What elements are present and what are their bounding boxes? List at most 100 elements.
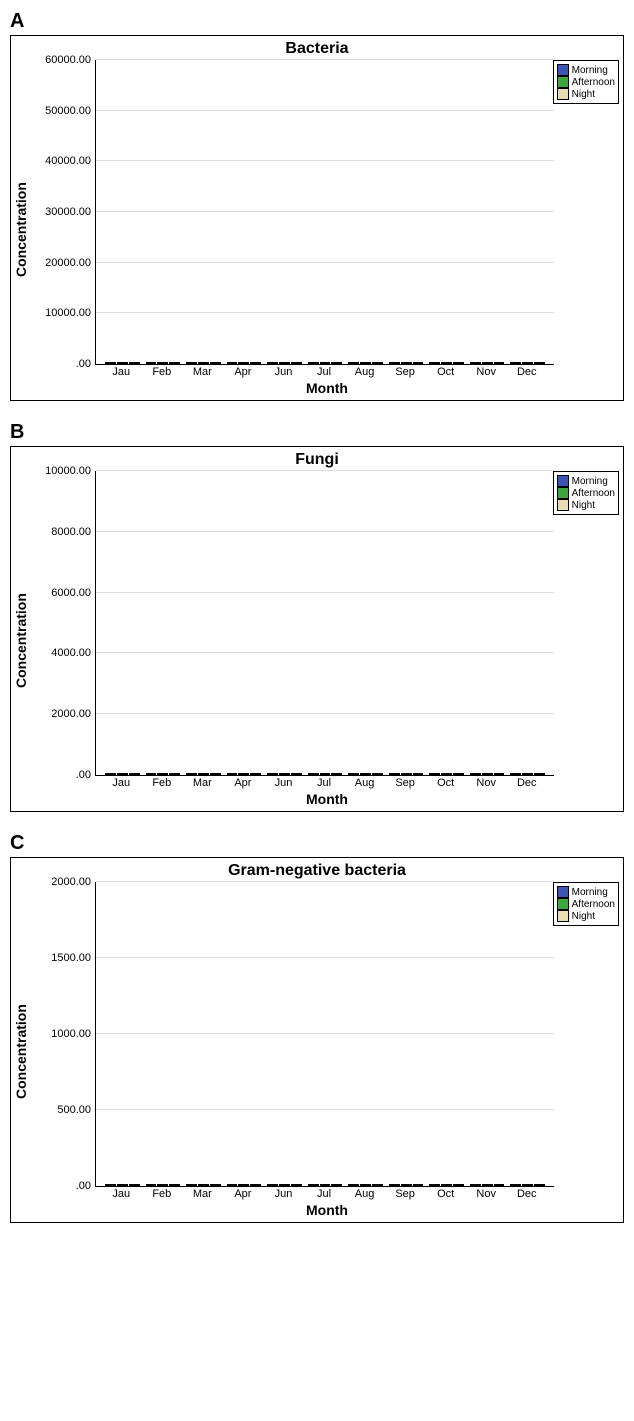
bar bbox=[117, 362, 128, 364]
x-tick: Dec bbox=[506, 777, 547, 789]
bar bbox=[470, 1184, 481, 1186]
bar bbox=[129, 773, 140, 775]
panel-b: BFungiMorningAfternoonNightConcentration… bbox=[10, 421, 624, 812]
bar bbox=[441, 1184, 452, 1186]
bar bbox=[389, 773, 400, 775]
bar bbox=[267, 773, 278, 775]
legend-label: Night bbox=[572, 89, 595, 100]
bar bbox=[348, 362, 359, 364]
bar bbox=[291, 362, 302, 364]
legend-item: Afternoon bbox=[557, 487, 615, 499]
bar bbox=[129, 362, 140, 364]
bar bbox=[308, 362, 319, 364]
bar-group bbox=[305, 773, 346, 775]
bar-group bbox=[143, 773, 184, 775]
bar bbox=[429, 773, 440, 775]
x-tick: Oct bbox=[425, 366, 466, 378]
bar bbox=[534, 1184, 545, 1186]
plot-area bbox=[95, 60, 554, 365]
bar bbox=[169, 362, 180, 364]
x-tick: Nov bbox=[466, 777, 507, 789]
legend-item: Night bbox=[557, 499, 615, 511]
x-tick: Aug bbox=[344, 777, 385, 789]
y-tick: 500.00 bbox=[57, 1104, 91, 1116]
x-tick: Jun bbox=[263, 1188, 304, 1200]
bar-group bbox=[102, 362, 143, 364]
x-tick: Jul bbox=[304, 1188, 345, 1200]
bar-group bbox=[507, 1184, 548, 1186]
legend-label: Night bbox=[572, 500, 595, 511]
x-tick: Jau bbox=[101, 777, 142, 789]
legend-item: Morning bbox=[557, 886, 615, 898]
y-ticks: .002000.004000.006000.008000.0010000.00 bbox=[31, 471, 95, 775]
y-tick: 1000.00 bbox=[51, 1028, 91, 1040]
bar bbox=[453, 362, 464, 364]
bar-group bbox=[143, 362, 184, 364]
x-tick: Apr bbox=[223, 777, 264, 789]
legend-swatch bbox=[557, 487, 569, 499]
y-tick: 2000.00 bbox=[51, 708, 91, 720]
bar bbox=[331, 362, 342, 364]
legend-swatch bbox=[557, 88, 569, 100]
bar bbox=[429, 1184, 440, 1186]
bar-group bbox=[305, 362, 346, 364]
bar bbox=[157, 362, 168, 364]
y-axis-label: Concentration bbox=[11, 60, 31, 400]
chart-title: Fungi bbox=[11, 447, 623, 471]
legend-swatch bbox=[557, 499, 569, 511]
bar-group bbox=[224, 1184, 265, 1186]
y-tick: 8000.00 bbox=[51, 526, 91, 538]
bar bbox=[360, 362, 371, 364]
bar bbox=[494, 1184, 505, 1186]
bar bbox=[186, 362, 197, 364]
bar bbox=[522, 1184, 533, 1186]
x-tick: Dec bbox=[506, 1188, 547, 1200]
bar bbox=[238, 773, 249, 775]
x-tick: Aug bbox=[344, 1188, 385, 1200]
bar-group bbox=[426, 773, 467, 775]
bar-group bbox=[467, 362, 508, 364]
bar-group bbox=[264, 362, 305, 364]
bar bbox=[372, 362, 383, 364]
bar bbox=[360, 1184, 371, 1186]
bar-group bbox=[426, 362, 467, 364]
bar bbox=[279, 773, 290, 775]
y-ticks: .0010000.0020000.0030000.0040000.0050000… bbox=[31, 60, 95, 364]
bar-group bbox=[183, 362, 224, 364]
legend-item: Afternoon bbox=[557, 898, 615, 910]
bar bbox=[522, 362, 533, 364]
x-tick: Mar bbox=[182, 1188, 223, 1200]
legend-item: Morning bbox=[557, 475, 615, 487]
bar-group bbox=[102, 1184, 143, 1186]
bar-group bbox=[426, 1184, 467, 1186]
bar bbox=[291, 1184, 302, 1186]
bar-group bbox=[264, 1184, 305, 1186]
panel-label: A bbox=[10, 10, 624, 33]
bar bbox=[238, 1184, 249, 1186]
y-axis-label: Concentration bbox=[11, 471, 31, 811]
y-tick: 6000.00 bbox=[51, 587, 91, 599]
legend-label: Night bbox=[572, 911, 595, 922]
y-tick: .00 bbox=[76, 769, 91, 781]
bar bbox=[510, 773, 521, 775]
x-tick: Nov bbox=[466, 1188, 507, 1200]
bar-group bbox=[507, 362, 548, 364]
x-tick: Jun bbox=[263, 366, 304, 378]
bar-group bbox=[305, 1184, 346, 1186]
legend: MorningAfternoonNight bbox=[553, 471, 619, 515]
x-axis-label: Month bbox=[31, 789, 623, 811]
chart-a: BacteriaMorningAfternoonNightConcentrati… bbox=[10, 35, 624, 401]
legend-label: Morning bbox=[572, 65, 608, 76]
bar bbox=[401, 773, 412, 775]
bar-group bbox=[467, 773, 508, 775]
bar-group bbox=[224, 773, 265, 775]
legend-swatch bbox=[557, 475, 569, 487]
bar bbox=[169, 1184, 180, 1186]
bar bbox=[308, 1184, 319, 1186]
y-tick: 60000.00 bbox=[45, 54, 91, 66]
bar bbox=[267, 362, 278, 364]
bar bbox=[372, 1184, 383, 1186]
legend-swatch bbox=[557, 910, 569, 922]
bar-group bbox=[507, 773, 548, 775]
legend: MorningAfternoonNight bbox=[553, 882, 619, 926]
